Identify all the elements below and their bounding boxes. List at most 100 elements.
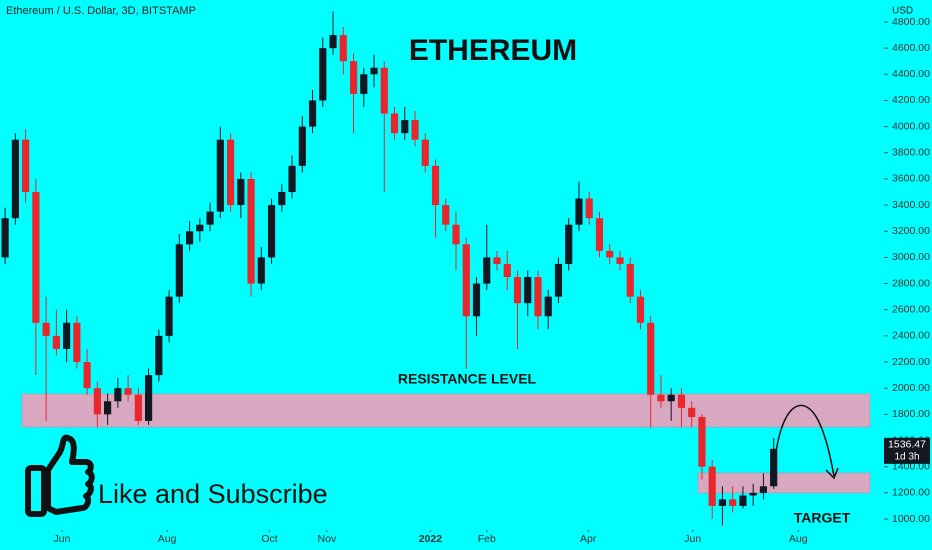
y-tick-label: 1800.00 xyxy=(892,408,930,420)
y-tick-label: 3800.00 xyxy=(892,147,930,159)
candle-body xyxy=(1,218,9,258)
candle-body xyxy=(329,35,337,49)
candle-body xyxy=(401,120,409,134)
candle-body xyxy=(411,120,419,140)
headline: ETHEREUM xyxy=(409,34,577,67)
y-tick-label: 4600.00 xyxy=(892,42,930,54)
candle-body xyxy=(175,244,183,297)
y-tick-label: 2400.00 xyxy=(892,330,930,342)
candle-body xyxy=(513,277,522,304)
candle-body xyxy=(524,277,532,304)
candle-body xyxy=(104,401,112,415)
price-label-box xyxy=(884,437,930,464)
candle-body xyxy=(503,263,511,278)
candle-body xyxy=(63,322,71,349)
candle-body xyxy=(267,205,276,258)
candle-body xyxy=(247,178,255,284)
y-tick-label: 2200.00 xyxy=(892,356,930,368)
candle-body xyxy=(185,231,194,245)
candle-body xyxy=(52,335,60,349)
candle-body xyxy=(626,263,634,297)
candle-body xyxy=(226,139,235,206)
candle-body xyxy=(739,495,747,506)
candle-body xyxy=(206,211,214,225)
candle-body xyxy=(647,322,655,395)
candle-body xyxy=(134,394,142,421)
candle-body xyxy=(472,283,481,317)
zone-label: RESISTANCE LEVEL xyxy=(398,371,537,387)
candle-body xyxy=(759,486,768,493)
y-tick-label: 4400.00 xyxy=(892,68,930,80)
candle-body xyxy=(565,224,573,264)
candle-body xyxy=(390,113,399,134)
candle-body xyxy=(308,100,317,127)
x-tick-label: Jun xyxy=(684,533,701,545)
x-tick-label: Aug xyxy=(789,533,808,545)
candle-body xyxy=(165,296,173,336)
y-tick-label: 4200.00 xyxy=(892,94,930,106)
y-tick-label: 1200.00 xyxy=(892,487,930,499)
candle-body xyxy=(73,322,81,363)
candle-body xyxy=(657,394,665,402)
candle-body xyxy=(698,416,706,467)
candle-body xyxy=(319,48,327,101)
candle-body xyxy=(636,296,645,323)
candle-body xyxy=(452,224,460,245)
candle-body xyxy=(554,263,563,297)
arrow-head xyxy=(825,467,839,480)
candle-body xyxy=(360,74,368,94)
candle-body xyxy=(708,466,716,506)
candle-body xyxy=(616,257,624,264)
candle-body xyxy=(483,257,491,284)
candle-body xyxy=(83,362,91,389)
x-tick-label: Aug xyxy=(158,533,177,545)
chart-title: Ethereum / U.S. Dollar, 3D, BITSTAMP xyxy=(6,5,196,17)
y-tick-label: 1000.00 xyxy=(892,513,930,525)
candle-body xyxy=(288,165,296,193)
y-tick-label: 2000.00 xyxy=(892,382,930,394)
candle-body xyxy=(145,375,153,421)
candle-body xyxy=(237,178,245,206)
candle-body xyxy=(339,35,347,62)
candle-body xyxy=(257,257,265,284)
x-tick-label: 2022 xyxy=(419,533,443,545)
zone xyxy=(697,472,871,494)
candle-body xyxy=(575,198,583,225)
candle-body xyxy=(606,250,614,258)
candle-body xyxy=(595,218,604,251)
candle-body xyxy=(493,257,501,264)
candle-body xyxy=(93,388,101,415)
x-tick-label: Nov xyxy=(318,533,337,545)
candle-body xyxy=(688,407,696,417)
candle-body xyxy=(216,139,224,212)
x-tick-label: Jun xyxy=(54,533,71,545)
candle-body xyxy=(32,192,40,323)
candle-body xyxy=(380,67,388,114)
x-tick-label: Apr xyxy=(580,533,597,545)
projection-arrow xyxy=(775,404,835,477)
x-tick-label: Oct xyxy=(261,533,277,545)
thumbs-up-icon xyxy=(25,434,95,517)
candle-body xyxy=(534,277,542,317)
candle-body xyxy=(196,224,204,232)
candle-body xyxy=(677,394,686,408)
y-tick-label: 3000.00 xyxy=(892,251,930,263)
footer-text: Like and Subscribe xyxy=(98,479,328,509)
candle-body xyxy=(431,165,440,206)
candle-body xyxy=(11,139,19,219)
y-tick-label: 3400.00 xyxy=(892,199,930,211)
y-tick-label: 4000.00 xyxy=(892,120,930,132)
candle-body xyxy=(155,335,163,376)
candle-body xyxy=(370,67,378,75)
zone-label: TARGET xyxy=(794,510,851,526)
candle-body xyxy=(421,139,429,166)
candle-body xyxy=(114,388,122,402)
candle-body xyxy=(124,388,132,395)
y-tick-label: 2600.00 xyxy=(892,304,930,316)
candle-body xyxy=(770,448,778,487)
last-price: 1536.47 xyxy=(888,439,926,451)
candle-body xyxy=(298,126,306,166)
candle-body xyxy=(718,499,727,506)
